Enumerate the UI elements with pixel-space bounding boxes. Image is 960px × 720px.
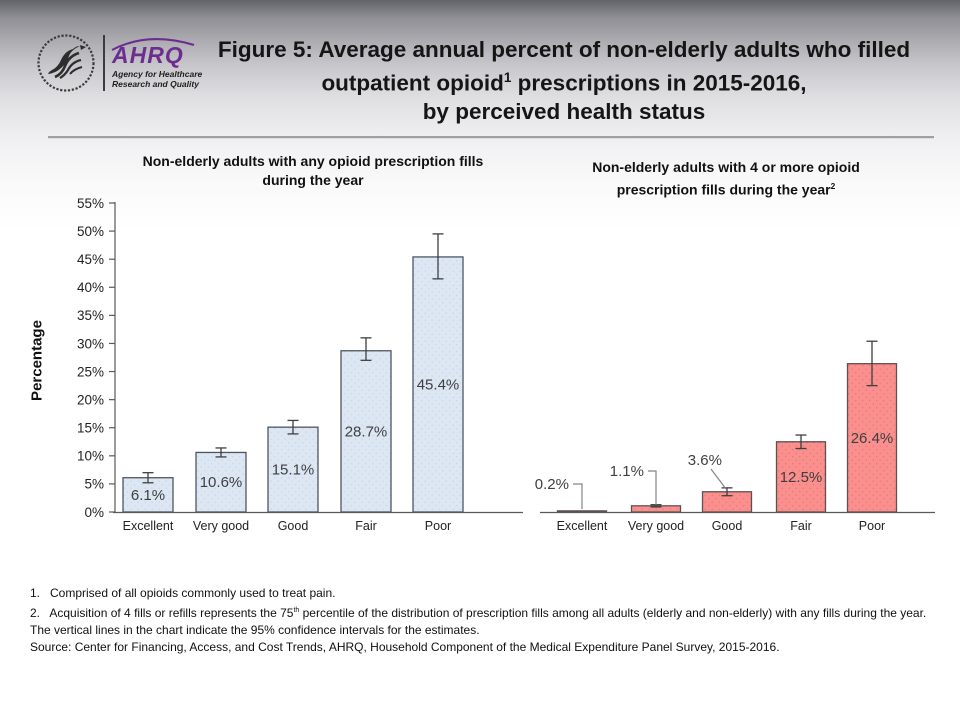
chart-any-fills: 0% 5% 10% 15% 20% 25% 30% 35% 40% 45% 50% 55% 6.1% 10… <box>77 196 523 533</box>
x-category-label: Good <box>278 519 309 533</box>
x-category-label: Excellent <box>123 519 174 533</box>
x-category-label: Fair <box>790 519 812 533</box>
title-line2-sup: 1 <box>503 70 512 85</box>
ahrq-tagline: Agency for Healthcare Research and Quali… <box>112 69 202 89</box>
error-bar <box>721 487 733 497</box>
error-bar <box>360 337 372 361</box>
footnote-source: Source: Center for Financing, Access, an… <box>30 640 780 654</box>
error-bar <box>287 419 299 435</box>
footnote-2-pre: 2. Acquisition of 4 fills or refills rep… <box>30 606 294 620</box>
x-category-label: Poor <box>859 519 885 533</box>
callout-leader-line <box>573 483 583 509</box>
data-label: 10.6% <box>200 474 243 491</box>
logo-text: AHRQ Agency for Healthcare Research and … <box>111 37 202 89</box>
x-category-label: Fair <box>355 519 377 533</box>
title-line3: by perceived health status <box>422 98 706 124</box>
bar-charts-canvas: 0% 5% 10% 15% 20% 25% 30% 35% 40% 45% 50% 55% 6.1% 10… <box>77 196 935 533</box>
y-tick-label: 40% <box>77 280 104 295</box>
title-line2-post: prescriptions in 2015-2016, <box>511 70 807 96</box>
logo-divider <box>103 35 105 91</box>
data-label: 28.7% <box>345 423 388 440</box>
bar-good <box>267 426 319 513</box>
x-category-label: Poor <box>425 519 451 533</box>
error-bar <box>866 340 878 387</box>
y-tick-label: 25% <box>77 364 104 379</box>
chart-right-subtitle-text: Non-elderly adults with 4 or more opioid… <box>592 159 860 198</box>
ahrq-tagline-line1: Agency for Healthcare <box>112 68 203 79</box>
error-bar <box>142 472 154 484</box>
data-label: 0.2% <box>535 476 569 493</box>
title-line2-pre: outpatient opioid <box>321 70 504 96</box>
chart-left-subtitle: Non-elderly adults with any opioid presc… <box>142 153 484 188</box>
y-tick-label: 10% <box>77 449 104 464</box>
bar-fair <box>340 350 392 513</box>
chart-right-subtitle-sup: 2 <box>830 181 836 191</box>
y-tick-label: 5% <box>84 477 104 492</box>
footnote-2-post: percentile of the distribution of prescr… <box>299 606 927 620</box>
footnote-ci: The vertical lines in the chart indicate… <box>30 623 480 637</box>
data-label: 45.4% <box>417 376 460 393</box>
y-tick-label: 15% <box>77 421 104 436</box>
header-divider <box>48 136 934 139</box>
ahrq-wordmark: AHRQ <box>112 41 184 68</box>
chart-4plus-fills: 0.2% 1.1% 3.6% 12.5% 26.4% Excellent Very good… <box>535 340 935 533</box>
footnote-1: 1. Comprised of all opioids commonly use… <box>30 586 336 600</box>
hhs-logo-icon <box>37 34 95 92</box>
ahrq-tagline-line2: Research and Quality <box>112 78 199 89</box>
y-tick-label: 45% <box>77 252 104 267</box>
x-category-label: Very good <box>628 519 684 533</box>
footnote-2: 2. Acquisition of 4 fills or refills rep… <box>30 602 938 622</box>
ahrq-logo: AHRQ Agency for Healthcare Research and … <box>36 33 202 93</box>
x-category-label: Good <box>712 519 743 533</box>
y-tick-label: 0% <box>84 505 104 520</box>
title-line1: Figure 5: Average annual percent of non-… <box>217 37 911 62</box>
data-label: 26.4% <box>851 430 894 447</box>
error-bar <box>432 233 444 280</box>
footnotes: 1. Comprised of all opioids commonly use… <box>30 585 938 656</box>
y-tick-label: 30% <box>77 336 104 351</box>
data-label: 1.1% <box>610 463 644 480</box>
error-bar <box>215 447 227 458</box>
data-label: 12.5% <box>780 469 823 486</box>
error-bar <box>795 434 807 450</box>
data-label: 15.1% <box>272 462 315 479</box>
y-tick-label: 20% <box>77 392 104 407</box>
y-tick-label: 50% <box>77 224 104 239</box>
data-label: 6.1% <box>131 487 165 504</box>
x-category-label: Very good <box>193 519 249 533</box>
page-title: Figure 5: Average annual percent of non-… <box>178 36 950 126</box>
callout-leader-line <box>648 470 657 505</box>
x-category-label: Excellent <box>557 519 608 533</box>
callout-leader-line <box>710 468 727 490</box>
footnote-2-sup: th <box>293 607 300 614</box>
data-label: 3.6% <box>688 452 722 469</box>
chart-right-subtitle: Non-elderly adults with 4 or more opioid… <box>565 158 887 200</box>
bar-poor <box>846 363 898 513</box>
title-line2: outpatient opioid1 prescriptions in 2015… <box>178 64 950 98</box>
ahrq-swoosh-icon <box>111 37 195 51</box>
bar-excellent <box>556 510 608 513</box>
y-tick-label: 55% <box>77 196 104 211</box>
y-tick-label: 35% <box>77 308 104 323</box>
